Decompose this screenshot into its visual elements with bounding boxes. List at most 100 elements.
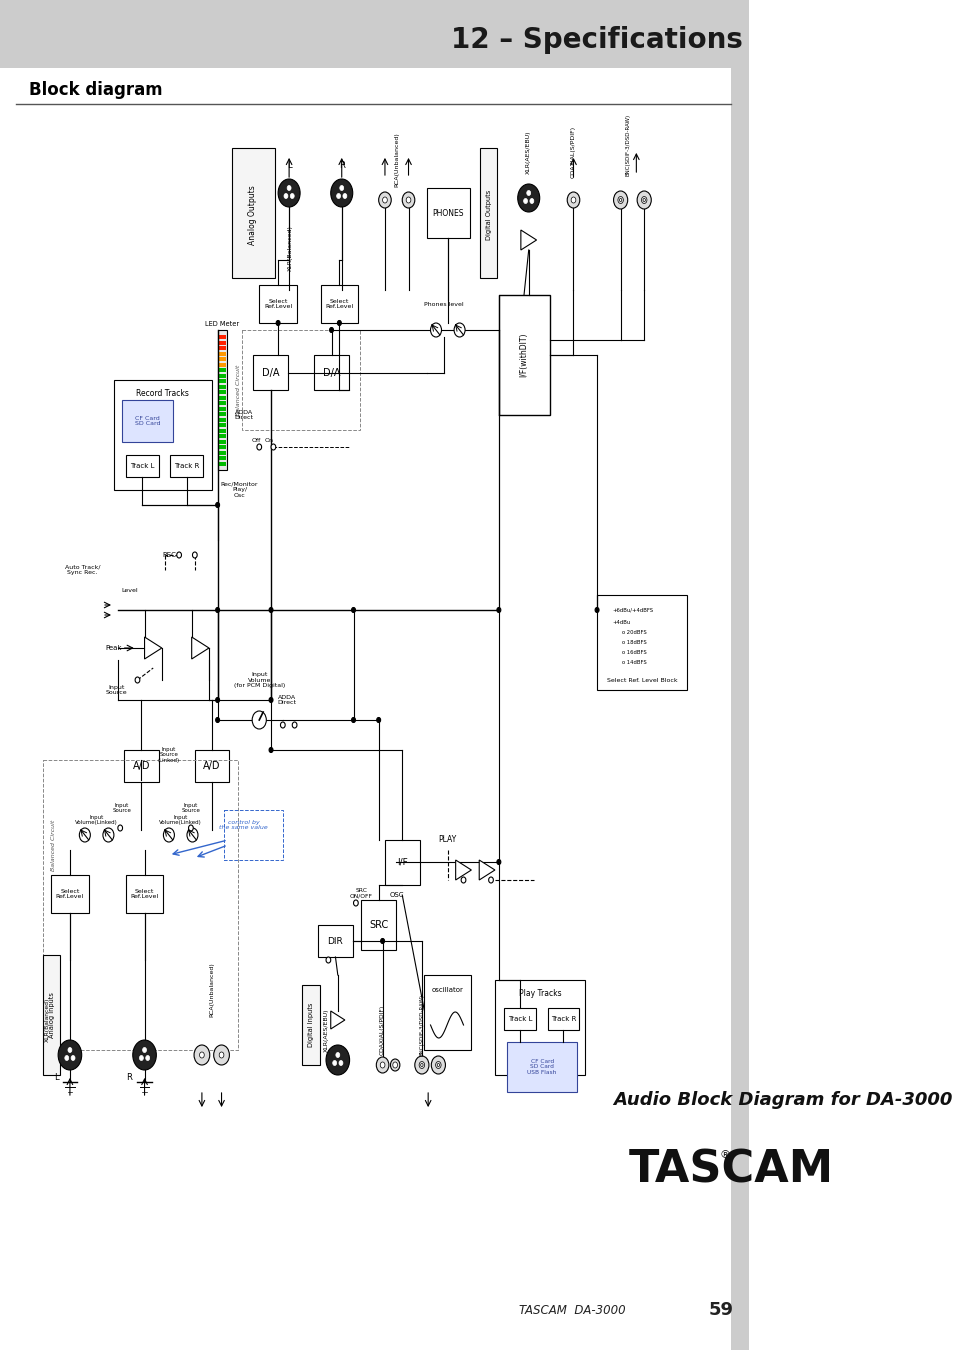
Circle shape [326,957,331,963]
Circle shape [135,676,140,683]
Bar [218,374,226,378]
Text: Track L: Track L [130,463,154,468]
Circle shape [278,180,300,207]
Text: Track R: Track R [550,1017,576,1022]
Bar [385,840,419,886]
Text: Input
Source: Input Source [181,803,200,814]
Circle shape [488,878,493,883]
Text: Input
Volume(Linked): Input Volume(Linked) [159,814,202,825]
Text: RCA(Unbalanced): RCA(Unbalanced) [210,963,214,1018]
Circle shape [390,1058,399,1071]
Circle shape [338,1061,342,1065]
Text: TASCAM: TASCAM [628,1149,833,1192]
Polygon shape [192,637,209,659]
Circle shape [275,320,280,325]
Text: Select
Ref.Level: Select Ref.Level [131,888,158,899]
Bar [124,751,158,782]
Circle shape [139,1056,143,1061]
Circle shape [269,698,273,702]
Text: L: L [287,161,291,170]
Text: Record Tracks: Record Tracks [136,390,189,398]
Circle shape [213,1045,229,1065]
Bar [302,986,319,1065]
Bar [218,390,226,394]
Circle shape [193,1045,210,1065]
Text: XLR(AES/EBU): XLR(AES/EBU) [526,130,531,174]
Circle shape [595,608,598,613]
Text: XLR(Balanced): XLR(Balanced) [288,225,293,271]
Circle shape [352,608,355,613]
Bar [218,379,226,383]
Circle shape [189,825,193,832]
Circle shape [418,1061,424,1068]
Text: ADDA
Direct: ADDA Direct [234,409,253,420]
Circle shape [271,444,275,450]
Circle shape [219,1052,224,1058]
Text: COAXIAL(S/PDIF): COAXIAL(S/PDIF) [379,1004,385,1056]
Circle shape [287,185,291,190]
Text: XLR(Balanced): XLR(Balanced) [45,998,50,1042]
Bar [218,423,226,427]
Circle shape [378,192,391,208]
Bar [218,369,226,373]
Circle shape [415,1056,429,1075]
Text: ®: ® [719,1150,730,1160]
Text: Rec/Monitor
Play/
Osc: Rec/Monitor Play/ Osc [221,482,258,498]
Text: Input
Source: Input Source [112,803,132,814]
Circle shape [523,198,527,204]
Polygon shape [478,860,495,880]
Circle shape [269,748,273,752]
Circle shape [567,192,579,208]
Circle shape [146,1056,150,1061]
Bar [218,401,226,405]
Circle shape [335,1053,339,1057]
Text: +4dBu: +4dBu [612,621,630,625]
Bar [218,433,226,437]
Bar [126,875,163,913]
Text: Track L: Track L [507,1017,532,1022]
Circle shape [68,1048,71,1053]
Circle shape [431,1056,445,1075]
Text: o 14dBFS: o 14dBFS [621,660,646,666]
Bar [506,1042,577,1092]
Polygon shape [331,1011,345,1029]
Circle shape [215,698,219,702]
Circle shape [163,828,174,842]
Circle shape [380,1062,385,1068]
Circle shape [642,198,645,201]
Text: BNC(SDIF-3/DSD-RAW): BNC(SDIF-3/DSD-RAW) [419,994,424,1056]
Bar [217,329,227,470]
Text: Play Tracks: Play Tracks [518,990,561,999]
Circle shape [215,717,219,722]
Bar [218,446,226,450]
Circle shape [132,1040,156,1071]
Text: Level: Level [121,587,138,593]
Text: PLAY: PLAY [438,836,456,845]
Bar [218,340,226,344]
Text: RCA(Unbalanced): RCA(Unbalanced) [394,132,398,188]
Text: 12 – Specifications: 12 – Specifications [451,26,742,54]
Text: o 20dBFS: o 20dBFS [621,630,646,636]
Circle shape [142,1048,147,1053]
Circle shape [637,190,651,209]
Circle shape [393,1062,397,1068]
Bar [218,363,226,366]
Circle shape [71,1056,75,1061]
Text: Peak: Peak [106,645,122,651]
Bar [43,954,60,1075]
Circle shape [280,722,285,728]
Text: Off: Off [252,437,260,443]
Circle shape [215,608,219,613]
Text: Input
Source: Input Source [106,684,127,695]
Circle shape [176,552,181,558]
Text: Input
Source
(Linked): Input Source (Linked) [157,747,180,763]
Bar [51,875,89,913]
Circle shape [329,328,334,332]
Circle shape [613,190,627,209]
Text: Input
Volume
(for PCM Digital): Input Volume (for PCM Digital) [233,672,285,688]
Text: I/F(withDIT): I/F(withDIT) [519,332,528,377]
Circle shape [79,828,91,842]
Circle shape [406,197,411,202]
Circle shape [420,1064,422,1066]
Circle shape [65,1056,69,1061]
